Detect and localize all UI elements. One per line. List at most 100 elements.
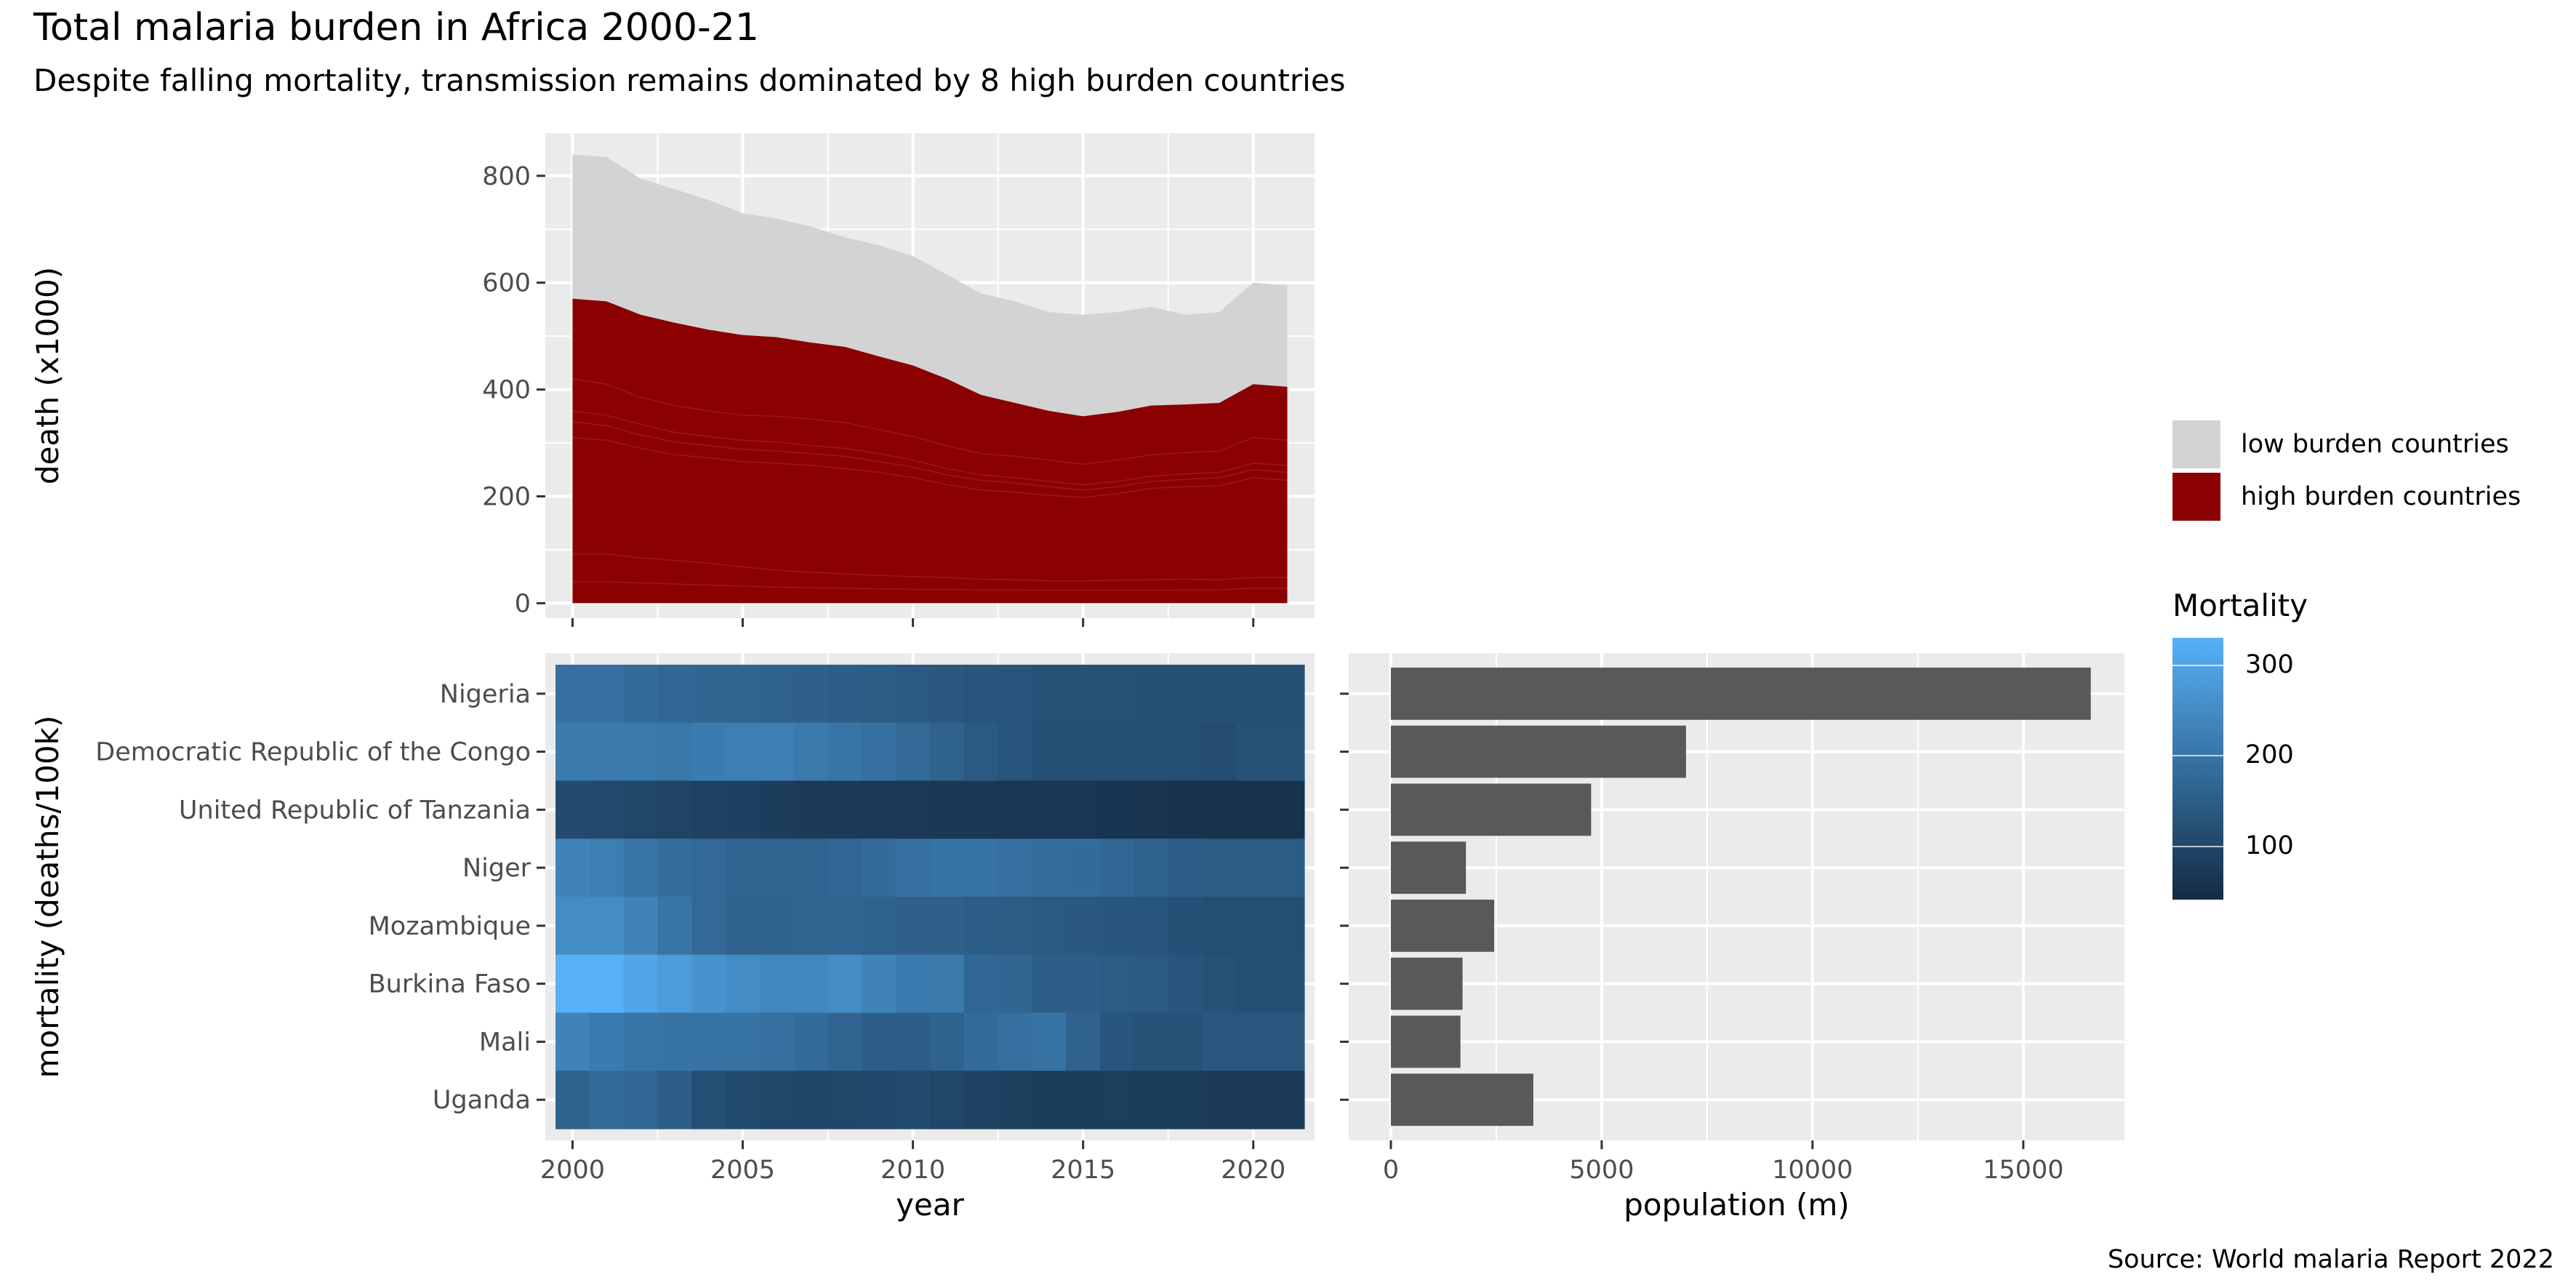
- heatmap-cell: [726, 664, 761, 724]
- heatmap-cell: [862, 780, 896, 839]
- legend-mortality: Mortality 300 200 100: [2172, 588, 2318, 900]
- heatmap-cell: [1168, 897, 1203, 956]
- chart-title: Total malaria burden in Africa 2000-21: [33, 6, 759, 49]
- heatmap-cell: [896, 664, 931, 724]
- heatmap-cell: [963, 1012, 999, 1071]
- heatmap-cell: [998, 1071, 1033, 1129]
- heatmap-cell: [1066, 954, 1101, 1014]
- heatmap-cell: [1168, 780, 1203, 839]
- heatmap-cell: [963, 664, 999, 724]
- heatmap-cell: [1133, 780, 1169, 839]
- heatmap-cell: [657, 722, 692, 782]
- legend-mortality-title: Mortality: [2172, 588, 2308, 623]
- colorbar-tick: [2172, 755, 2223, 757]
- heatmap-cell: [930, 780, 965, 839]
- x-tick-label: 0: [1383, 1156, 1399, 1185]
- country-label-nigeria: Nigeria: [440, 680, 531, 709]
- area-country-boundary: [572, 410, 1288, 486]
- y-tick-label: 200: [482, 483, 531, 512]
- country-label-uganda: Uganda: [433, 1086, 531, 1115]
- heatmap-cell: [726, 954, 761, 1014]
- heatmap-cell: [1032, 1071, 1067, 1129]
- heatmap-cell: [930, 1071, 965, 1129]
- bar-uganda: [1390, 1073, 1533, 1127]
- x-tick-label: 15000: [1983, 1156, 2063, 1185]
- heatmap-cell: [759, 1012, 795, 1071]
- heatmap-cell: [1032, 1012, 1067, 1071]
- heatmap-cell: [1202, 954, 1237, 1014]
- heatmap-cell: [1168, 954, 1203, 1014]
- heatmap-cell: [1202, 839, 1237, 897]
- heatmap-cell: [691, 722, 726, 782]
- heatmap-cell: [862, 1012, 896, 1071]
- heatmap-cell: [1133, 897, 1169, 956]
- heatmap-cell: [589, 1012, 625, 1071]
- x-axis-title-population: population (m): [1624, 1187, 1850, 1223]
- x-tick-label: 2000: [540, 1156, 605, 1185]
- heatmap-cell: [998, 897, 1033, 956]
- heatmap-cell: [691, 664, 726, 724]
- heatmap-cell: [691, 897, 726, 956]
- y-tick-label: 600: [482, 269, 531, 298]
- heatmap-cell: [896, 722, 931, 782]
- heatmap-cell: [555, 839, 590, 897]
- heatmap-cell: [963, 722, 999, 782]
- heatmap-cell: [1236, 722, 1271, 782]
- heatmap-cell: [623, 897, 659, 956]
- bar-democratic-republic-of-the-congo: [1390, 725, 1686, 778]
- heatmap-cell: [963, 954, 999, 1014]
- heatmap-cell: [623, 1012, 659, 1071]
- heatmap-cell: [827, 839, 862, 897]
- heatmap-cell: [896, 1012, 931, 1071]
- heatmap-cell: [1100, 722, 1135, 782]
- mortality-gradient: [2172, 638, 2223, 900]
- heatmap-cell: [726, 1012, 761, 1071]
- heatmap-cell: [1133, 954, 1169, 1014]
- heatmap-cell: [1270, 839, 1305, 897]
- heatmap-cell: [1133, 839, 1169, 897]
- heatmap-cell: [1100, 1071, 1135, 1129]
- heatmap-cell: [793, 664, 829, 724]
- heatmap-cell: [1168, 839, 1203, 897]
- heatmap-cell: [793, 954, 829, 1014]
- bar-mozambique: [1390, 899, 1495, 952]
- heatmap-cell: [1100, 839, 1135, 897]
- heatmap-cell: [759, 839, 795, 897]
- area-country-boundary: [572, 420, 1288, 491]
- country-label-niger: Niger: [462, 854, 531, 883]
- heatmap-cell: [1236, 780, 1271, 839]
- legend-burden: low burden countries high burden countri…: [2172, 418, 2521, 523]
- heatmap-cell: [1066, 1071, 1101, 1129]
- heatmap-cell: [998, 839, 1033, 897]
- heatmap-cell: [691, 1071, 726, 1129]
- heatmap-cell: [1202, 780, 1237, 839]
- heatmap-cell: [657, 780, 692, 839]
- heatmap-cell: [862, 1071, 896, 1129]
- heatmap-cell: [1066, 664, 1101, 724]
- heatmap-cell: [623, 780, 659, 839]
- heatmap-cell: [862, 839, 896, 897]
- heatmap-cell: [1236, 1012, 1271, 1071]
- y-tick-label: 400: [482, 376, 531, 405]
- heatmap-cell: [1100, 664, 1135, 724]
- heatmap-cell: [896, 839, 931, 897]
- heatmap-cell: [827, 1012, 862, 1071]
- heatmap-cell: [862, 664, 896, 724]
- chart-subtitle: Despite falling mortality, transmission …: [33, 63, 1346, 98]
- heatmap-cell: [589, 954, 625, 1014]
- legend-swatch-high-burden: [2172, 473, 2220, 521]
- mortality-colorbar: 300 200 100: [2172, 638, 2318, 900]
- heatmap-cell: [1202, 1071, 1237, 1129]
- colorbar-tick: [2172, 665, 2223, 667]
- heatmap-cell: [1133, 722, 1169, 782]
- heatmap-cell: [657, 839, 692, 897]
- heatmap-cell: [759, 954, 795, 1014]
- country-label-mali: Mali: [479, 1028, 531, 1057]
- heatmap-cell: [589, 839, 625, 897]
- heatmap-cell: [930, 954, 965, 1014]
- heatmap-cell: [1066, 1012, 1101, 1071]
- area-high-burden-countries: [572, 298, 1288, 604]
- heatmap-cell: [896, 897, 931, 956]
- heatmap-cell: [589, 1071, 625, 1129]
- heatmap-cell: [623, 722, 659, 782]
